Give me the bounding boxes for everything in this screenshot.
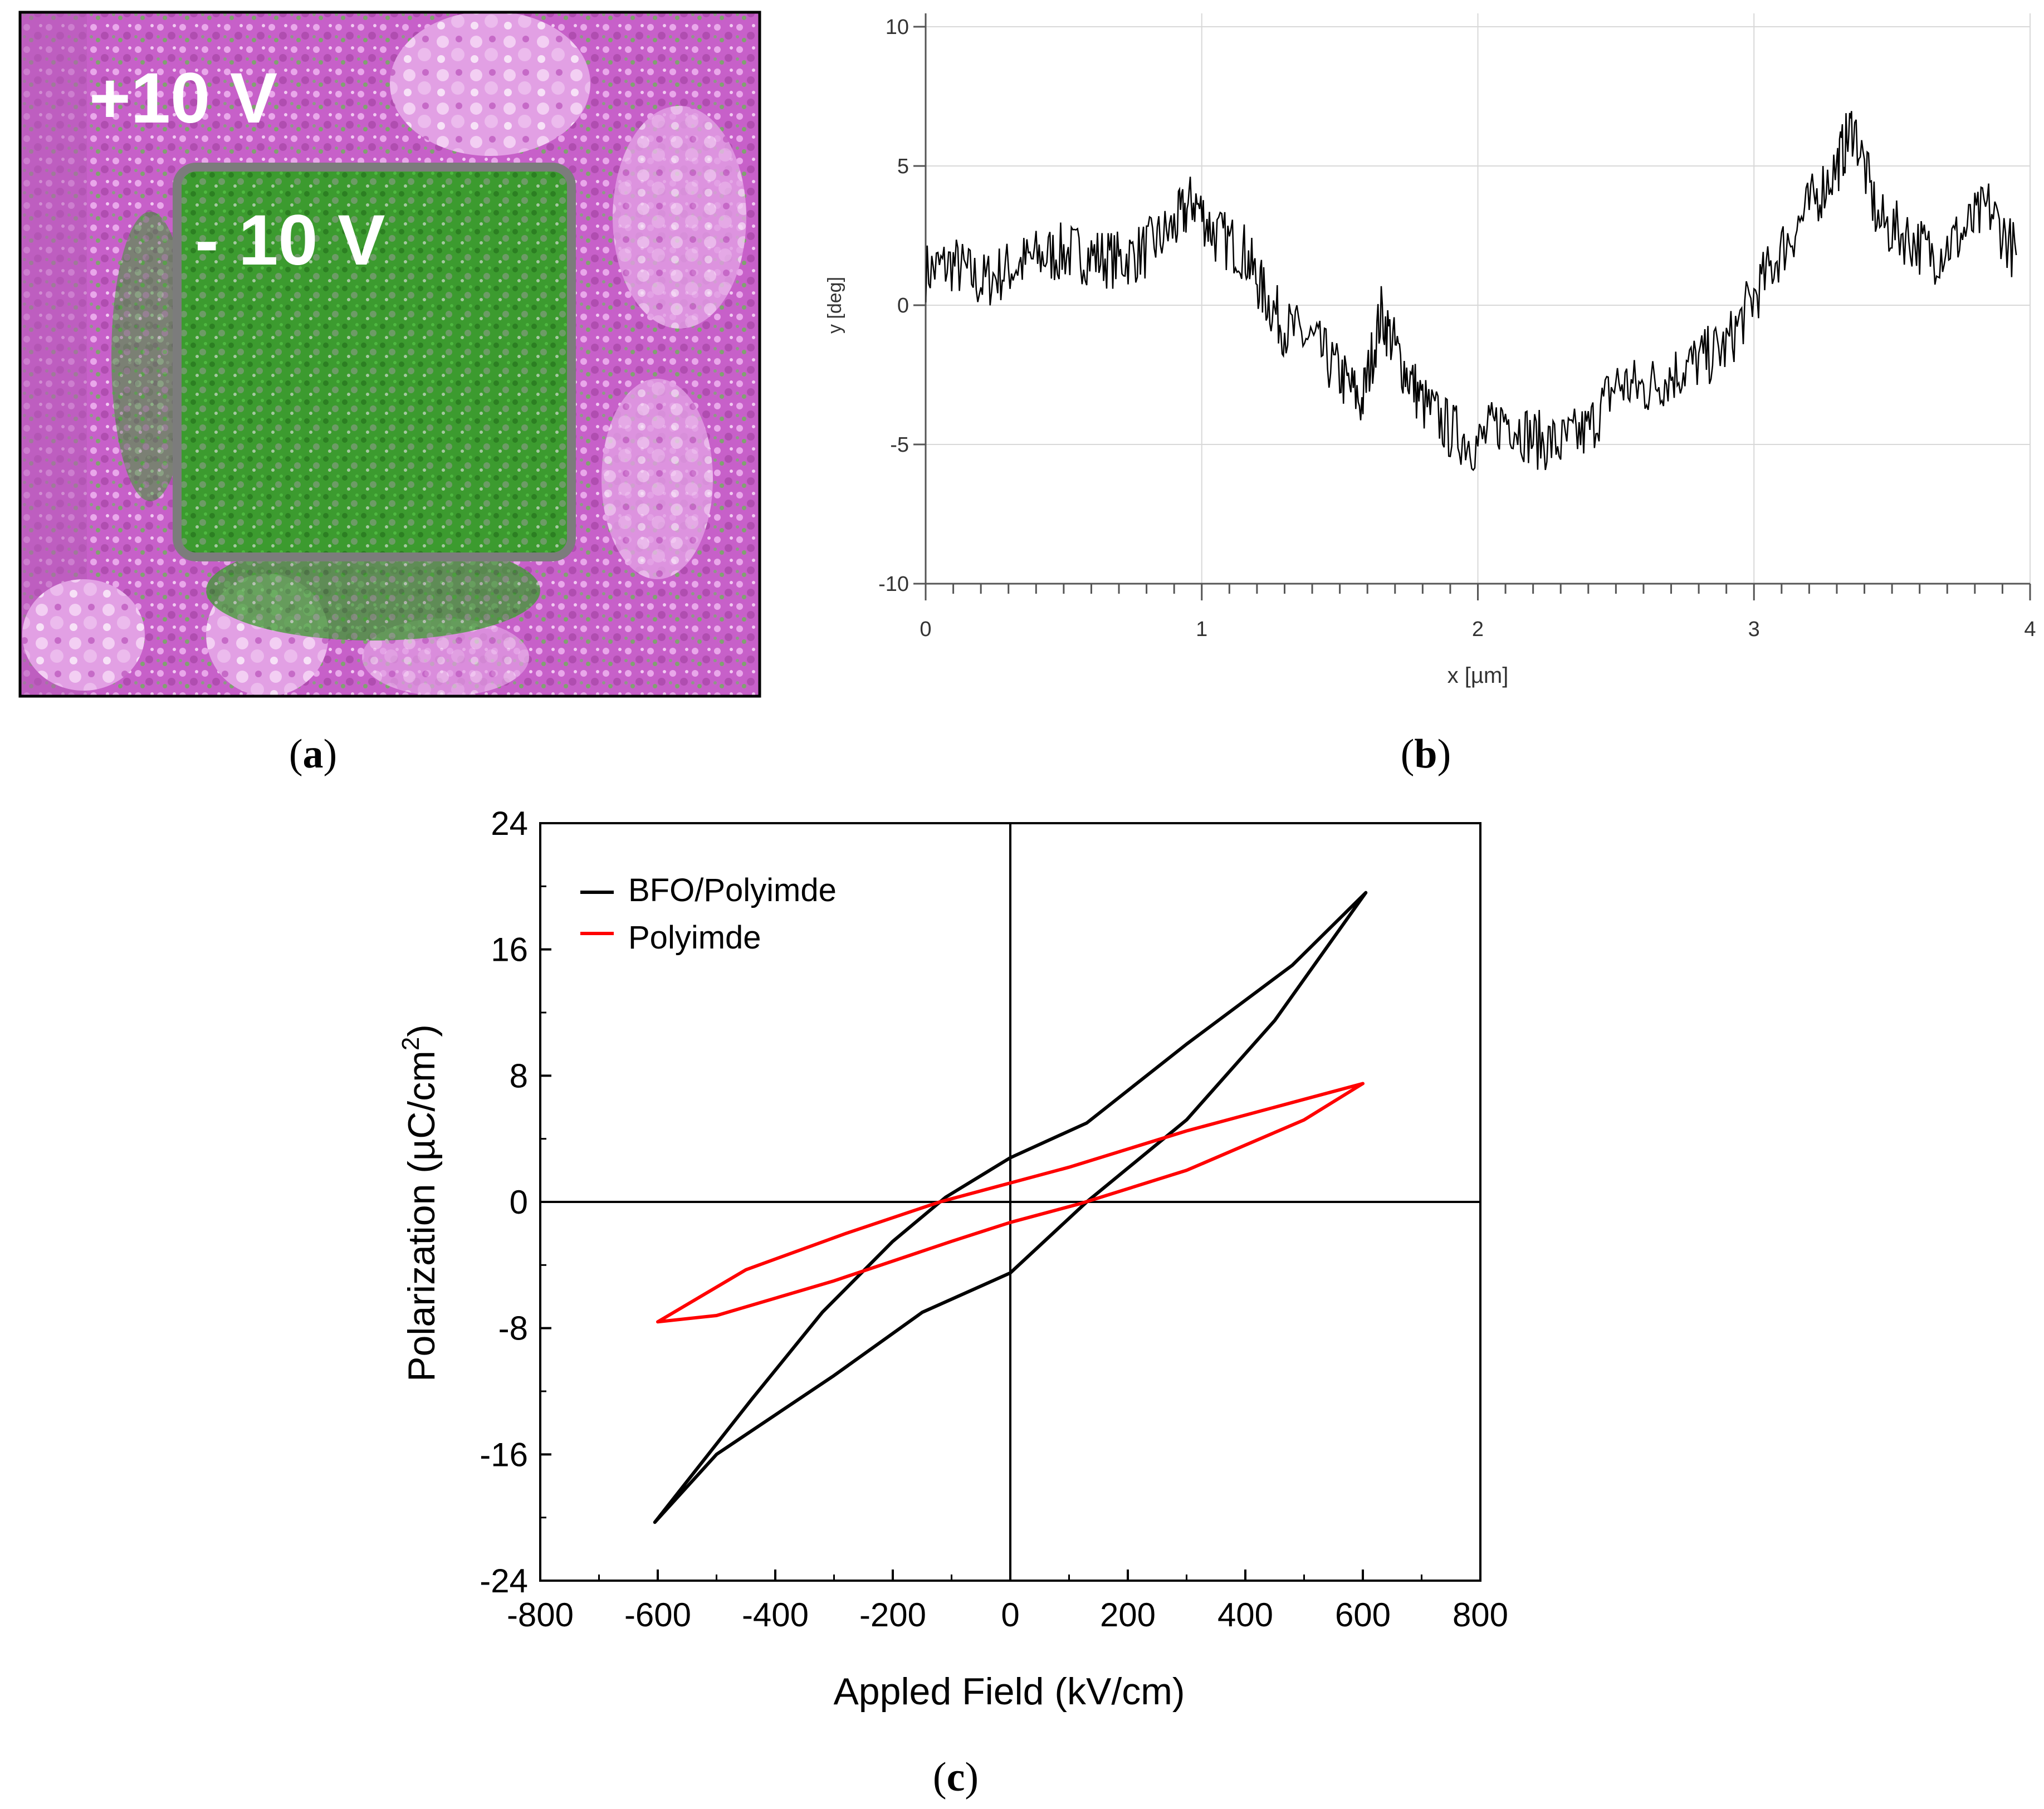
image-frame bbox=[18, 11, 761, 698]
legend-label-bfo: BFO/Polyimde bbox=[628, 872, 837, 908]
x-tick-label: 4 bbox=[2024, 618, 2036, 641]
hysteresis-chart: -800 -600 -400 -200 0 200 400 600 800 24 16 8 0 -8 -16… bbox=[397, 805, 1508, 1713]
pfm-phase-image-panel: +10 V - 10 V bbox=[18, 11, 761, 698]
legend: BFO/Polyimde Polyimde bbox=[580, 872, 837, 956]
panel-label-a: (a) bbox=[289, 731, 337, 777]
x-tick-label: 0 bbox=[1001, 1596, 1019, 1634]
pfm-phase-image: +10 V - 10 V bbox=[20, 12, 760, 696]
y-tick-label: -16 bbox=[480, 1436, 528, 1473]
y-tick-label: -8 bbox=[498, 1310, 528, 1347]
y-axis-label-close: ) bbox=[400, 1024, 443, 1037]
x-tick-label: -200 bbox=[859, 1596, 926, 1634]
panel-label-a-letter: a bbox=[303, 731, 324, 777]
poled-region-box bbox=[173, 163, 576, 561]
y-tick-label: 24 bbox=[491, 805, 528, 842]
phase-profile-line bbox=[926, 111, 2017, 471]
y-tick-label: 16 bbox=[491, 931, 528, 969]
bfo-polyimde-loop bbox=[653, 891, 1368, 1524]
panel-label-c-letter: c bbox=[947, 1754, 965, 1800]
x-tick-label: 2 bbox=[1472, 618, 1484, 641]
tick-labels: -800 -600 -400 -200 0 200 400 600 800 24 16 8 0 -8 -16… bbox=[480, 805, 1508, 1634]
legend-label-polyimde: Polyimde bbox=[628, 920, 761, 956]
y-tick-label: 0 bbox=[897, 294, 909, 317]
y-tick-label: -5 bbox=[890, 433, 909, 457]
panel-label-b-letter: b bbox=[1414, 731, 1437, 777]
x-tick-label: 200 bbox=[1100, 1596, 1156, 1634]
x-tick-label: -400 bbox=[742, 1596, 809, 1634]
y-tick-label: -10 bbox=[878, 573, 909, 596]
y-tick-label: 0 bbox=[510, 1184, 528, 1221]
outer-voltage-label: +10 V bbox=[89, 58, 277, 138]
inner-voltage-label: - 10 V bbox=[195, 201, 385, 280]
y-axis-label: Polarization (µC/cm2) bbox=[397, 1024, 443, 1382]
y-axis-label: y [deg] bbox=[824, 277, 845, 334]
x-tick-label: 1 bbox=[1196, 618, 1207, 641]
axes bbox=[913, 13, 2031, 600]
x-axis-label: Appled Field (kV/cm) bbox=[833, 1670, 1185, 1713]
x-tick-label: -600 bbox=[624, 1596, 691, 1634]
x-tick-label: 400 bbox=[1217, 1596, 1273, 1634]
y-tick-label: 8 bbox=[510, 1057, 528, 1094]
y-axis-label-sup: 2 bbox=[397, 1037, 424, 1050]
y-tick-label: 10 bbox=[886, 16, 909, 39]
polyimde-loop bbox=[656, 1082, 1365, 1324]
x-axis-label: x [µm] bbox=[1448, 663, 1509, 688]
panel-label-c: (c) bbox=[933, 1754, 979, 1800]
y-tick-label: -24 bbox=[480, 1562, 528, 1600]
x-tick-label: -800 bbox=[507, 1596, 574, 1634]
x-tick-label: 800 bbox=[1453, 1596, 1508, 1634]
y-axis-label-main: Polarization (µC/cm bbox=[400, 1050, 443, 1382]
panel-label-b: (b) bbox=[1401, 731, 1451, 777]
x-tick-label: 3 bbox=[1748, 618, 1760, 641]
axes bbox=[539, 822, 1481, 1582]
y-tick-label: 5 bbox=[897, 155, 909, 178]
x-tick-label: 0 bbox=[920, 618, 931, 641]
phase-profile-chart: 0 1 2 3 4 10 5 0 -5 -10 x [µm] y [deg] bbox=[824, 13, 2036, 688]
tick-labels: 0 1 2 3 4 10 5 0 -5 -10 bbox=[878, 16, 2036, 641]
x-tick-label: 600 bbox=[1335, 1596, 1391, 1634]
gridlines bbox=[926, 13, 2031, 584]
